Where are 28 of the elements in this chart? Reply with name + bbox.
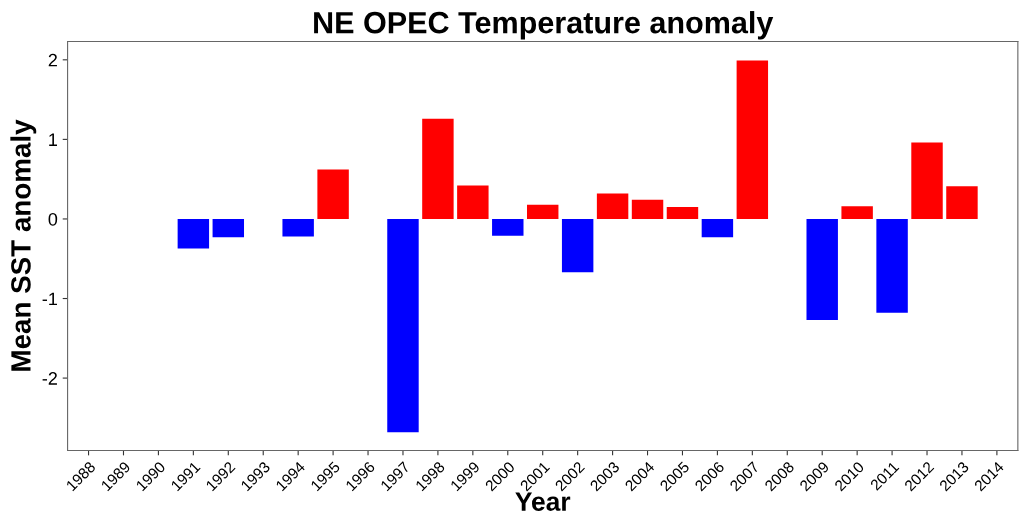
- bar: [596, 193, 629, 219]
- bar: [317, 169, 349, 219]
- y-tick-label: -1: [42, 292, 57, 306]
- bar: [492, 218, 524, 236]
- bar: [876, 218, 908, 313]
- bar: [282, 218, 314, 237]
- y-tick-label: 1: [49, 133, 57, 146]
- y-tick-label: 2: [48, 53, 57, 67]
- bar: [387, 218, 419, 433]
- bar: [457, 185, 489, 219]
- bar: [631, 199, 664, 219]
- bar: [666, 207, 699, 219]
- x-axis-title: Year: [515, 492, 571, 511]
- y-tick-label: -2: [42, 372, 57, 385]
- bar: [841, 206, 873, 219]
- bar: [736, 60, 769, 219]
- bar: [212, 218, 245, 238]
- chart-title: NE OPEC Temperature anomaly: [314, 11, 774, 40]
- bar: [911, 142, 943, 219]
- y-tick-label: 0: [48, 212, 58, 226]
- bar: [806, 218, 838, 320]
- bar: [946, 186, 978, 219]
- bar: [422, 118, 454, 219]
- bar: [527, 204, 559, 219]
- y-axis-title: Mean SST anomaly: [10, 119, 37, 371]
- bar: [177, 218, 210, 249]
- bar: [701, 218, 734, 238]
- bar: [561, 218, 594, 273]
